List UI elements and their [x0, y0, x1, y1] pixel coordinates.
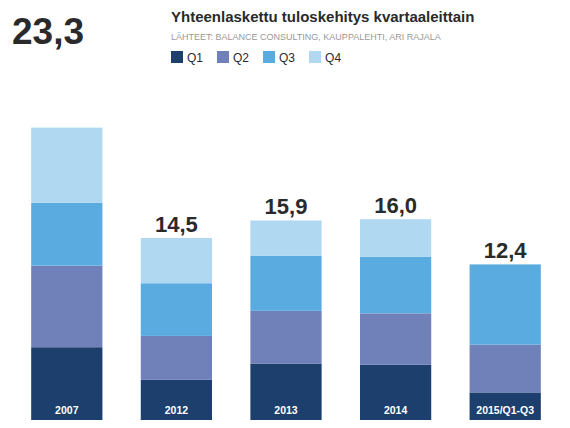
- category-label: 2012: [165, 404, 189, 416]
- bar-segment: [470, 392, 541, 420]
- bar-segment: [31, 266, 102, 348]
- bar-segment: [250, 220, 321, 255]
- category-label: 2014: [384, 404, 408, 416]
- bar-segment: [250, 311, 321, 364]
- category-label: 2013: [274, 404, 298, 416]
- bar-segment: [31, 347, 102, 420]
- bars: [31, 128, 541, 420]
- total-labels: 14,5 15,9 16,0 12,4: [155, 193, 527, 263]
- bar-segment: [141, 238, 212, 283]
- bar-segment: [470, 264, 541, 344]
- total-label: 14,5: [155, 212, 198, 237]
- category-labels: 2007 2012 2013 2014 2015/Q1-Q3: [55, 404, 534, 416]
- total-label: 16,0: [374, 193, 417, 218]
- legend-label: Q4: [325, 51, 341, 65]
- legend-swatch: [263, 51, 275, 63]
- chart-container: 23,3 Yhteenlaskettu tuloskehitys kvartaal…: [0, 0, 570, 428]
- bar-segment: [31, 203, 102, 266]
- big-label: 23,3: [12, 11, 84, 52]
- legend-label: Q1: [187, 51, 203, 65]
- bar-segment: [470, 264, 541, 265]
- total-label: 12,4: [484, 238, 528, 263]
- bar-segment: [141, 336, 212, 380]
- bar-segment: [360, 365, 431, 420]
- bar-segment: [360, 219, 431, 257]
- legend: Q1 Q2 Q3 Q4: [171, 51, 341, 65]
- bar-segment: [141, 380, 212, 420]
- bar-segment: [141, 283, 212, 336]
- legend-swatch: [217, 51, 229, 63]
- legend-swatch: [171, 51, 183, 63]
- legend-label: Q3: [279, 51, 295, 65]
- title: Yhteenlaskettu tuloskehitys kvartaaleitt…: [171, 8, 474, 25]
- bar-segment: [360, 257, 431, 313]
- bar-segment: [470, 345, 541, 393]
- total-label: 15,9: [265, 194, 308, 219]
- category-label: 2007: [55, 404, 79, 416]
- bar-segment: [31, 128, 102, 203]
- chart-svg: 23,3 Yhteenlaskettu tuloskehitys kvartaal…: [0, 0, 570, 428]
- subtitle: LÄHTEET: BALANCE CONSULTING, KAUPPALEHTI…: [171, 32, 441, 42]
- bar-segment: [250, 364, 321, 420]
- bar-segment: [360, 313, 431, 364]
- category-label: 2015/Q1-Q3: [476, 404, 534, 416]
- bar-segment: [250, 256, 321, 311]
- legend-label: Q2: [233, 51, 249, 65]
- legend-swatch: [309, 51, 321, 63]
